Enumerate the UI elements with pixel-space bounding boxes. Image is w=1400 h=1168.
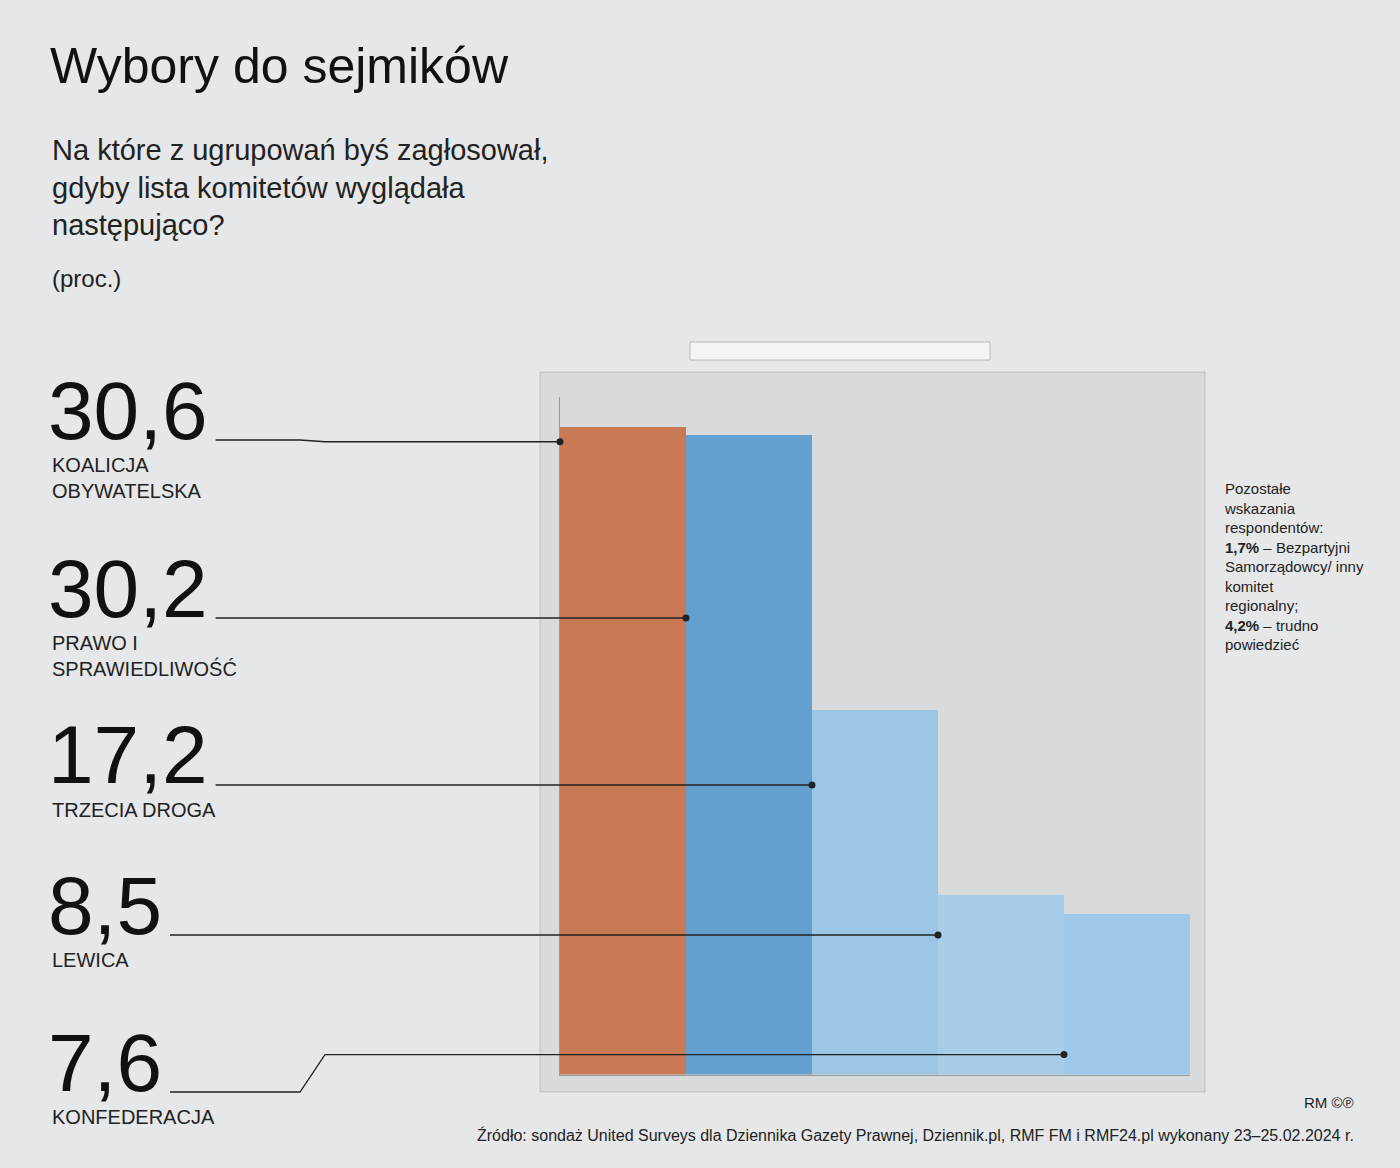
svg-text:Wybory do sejmików: Wybory do sejmików — [50, 38, 509, 94]
svg-text:30,6: 30,6 — [48, 365, 208, 456]
svg-text:8,5: 8,5 — [48, 860, 162, 951]
svg-text:PRAWO ISPRAWIEDLIWOŚĆ: PRAWO ISPRAWIEDLIWOŚĆ — [52, 632, 237, 680]
svg-text:30,2: 30,2 — [48, 543, 208, 634]
svg-text:7,6: 7,6 — [48, 1017, 162, 1108]
svg-text:LEWICA: LEWICA — [52, 949, 129, 971]
svg-text:KONFEDERACJA: KONFEDERACJA — [52, 1106, 215, 1128]
svg-text:(proc.): (proc.) — [52, 265, 121, 292]
svg-text:KOALICJAOBYWATELSKA: KOALICJAOBYWATELSKA — [52, 454, 202, 502]
svg-text:Źródło: sondaż United Surveys: Źródło: sondaż United Surveys dla Dzienn… — [477, 1126, 1354, 1144]
svg-text:Pozostałewskazaniarespondentów: Pozostałewskazaniarespondentów:1,7% – Be… — [1224, 480, 1364, 653]
svg-text:RM ©℗: RM ©℗ — [1304, 1094, 1354, 1111]
svg-text:TRZECIA DROGA: TRZECIA DROGA — [52, 799, 216, 821]
svg-text:Na które z ugrupowań byś zagło: Na które z ugrupowań byś zagłosował,gdyb… — [52, 134, 548, 241]
svg-text:17,2: 17,2 — [48, 709, 208, 800]
